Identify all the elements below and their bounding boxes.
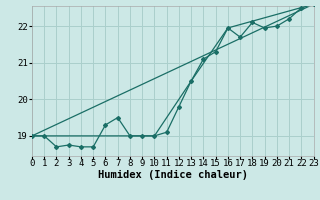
X-axis label: Humidex (Indice chaleur): Humidex (Indice chaleur) (98, 170, 248, 180)
